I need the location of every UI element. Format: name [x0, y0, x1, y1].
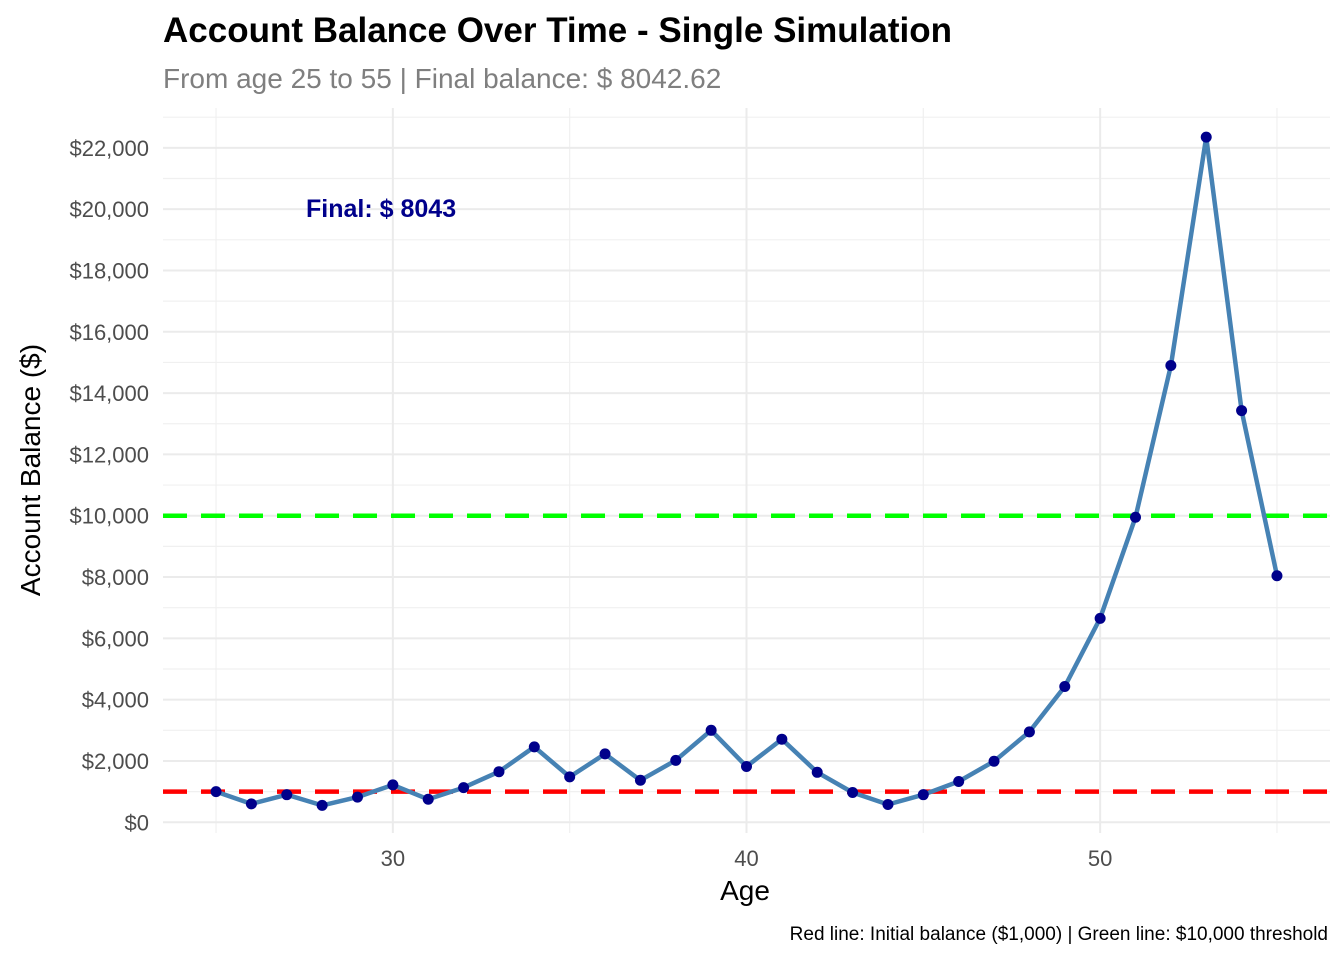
data-point-25: [210, 786, 222, 798]
chart-subtitle: From age 25 to 55 | Final balance: $ 804…: [163, 63, 721, 94]
x-tick-label-2: 50: [1088, 846, 1112, 871]
y-tick-label-2: $4,000: [82, 688, 149, 713]
x-axis-tick-labels: 30 40 50: [381, 846, 1113, 871]
data-point-34: [528, 741, 540, 753]
data-point-32: [458, 782, 470, 794]
y-tick-label-11: $22,000: [69, 136, 149, 161]
data-point-45: [917, 789, 929, 801]
y-tick-label-9: $18,000: [69, 258, 149, 283]
y-tick-label-0: $0: [125, 810, 149, 835]
data-point-38: [670, 754, 682, 766]
data-point-42: [811, 766, 823, 778]
data-point-55: [1271, 570, 1283, 582]
y-tick-label-1: $2,000: [82, 749, 149, 774]
data-point-36: [599, 748, 611, 760]
x-tick-label-1: 40: [734, 846, 758, 871]
data-point-40: [741, 760, 752, 772]
y-tick-label-5: $10,000: [69, 504, 149, 529]
y-tick-label-6: $12,000: [69, 442, 149, 467]
y-tick-label-3: $6,000: [82, 626, 149, 651]
data-point-41: [776, 733, 788, 745]
data-point-35: [564, 771, 576, 783]
data-point-37: [634, 774, 646, 786]
data-point-46: [953, 775, 965, 787]
y-tick-label-10: $20,000: [69, 197, 149, 222]
y-axis-tick-labels: $0 $2,000 $4,000 $6,000 $8,000 $10,000 $12,000…: [69, 136, 149, 835]
data-point-39: [705, 724, 717, 736]
data-point-50: [1094, 612, 1106, 624]
x-axis-title: Age: [720, 875, 770, 906]
chart-caption: Red line: Initial balance ($1,000) | Gre…: [790, 924, 1328, 945]
data-point-52: [1165, 360, 1177, 372]
annotations: Final: $ 8043: [306, 195, 456, 223]
y-tick-label-7: $14,000: [69, 381, 149, 406]
series-points: [210, 131, 1283, 811]
data-point-28: [316, 799, 328, 811]
data-point-26: [245, 798, 257, 810]
data-point-30: [387, 779, 399, 791]
data-point-51: [1130, 511, 1141, 523]
data-point-47: [988, 755, 1000, 767]
data-point-53: [1200, 131, 1212, 143]
y-axis-title: Account Balance ($): [15, 344, 46, 596]
data-point-43: [847, 787, 859, 799]
y-tick-label-8: $16,000: [69, 320, 149, 345]
data-point-31: [422, 793, 434, 805]
data-point-33: [493, 766, 505, 778]
data-point-49: [1059, 680, 1071, 692]
data-point-27: [281, 789, 293, 801]
data-point-54: [1236, 405, 1248, 417]
y-tick-label-4: $8,000: [82, 565, 149, 590]
annotation-final-balance: Final: $ 8043: [306, 195, 456, 223]
data-point-48: [1023, 726, 1035, 738]
x-tick-label-0: 30: [381, 846, 405, 871]
chart-title: Account Balance Over Time - Single Simul…: [163, 11, 952, 50]
data-point-44: [882, 798, 894, 810]
data-point-29: [352, 791, 363, 803]
